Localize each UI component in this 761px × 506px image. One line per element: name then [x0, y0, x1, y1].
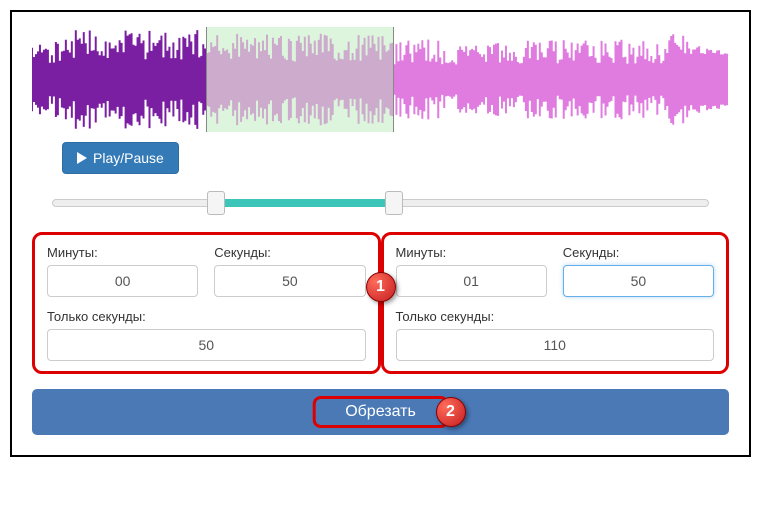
start-seconds-input[interactable] — [214, 265, 365, 297]
end-only-seconds-label: Только секунды: — [396, 309, 715, 324]
slider-handle-end[interactable] — [385, 191, 403, 215]
start-minutes-label: Минуты: — [47, 245, 198, 260]
start-only-seconds-input[interactable] — [47, 329, 366, 361]
annotation-badge-1: 1 — [366, 272, 396, 302]
waveform-selection[interactable] — [206, 27, 394, 132]
end-seconds-input[interactable] — [563, 265, 714, 297]
start-only-seconds-label: Только секунды: — [47, 309, 366, 324]
end-only-seconds-input[interactable] — [396, 329, 715, 361]
slider-range — [216, 199, 393, 207]
end-time-panel: Минуты: Секунды: Только секунды: — [381, 232, 730, 374]
annotation-badge-2: 2 — [436, 397, 466, 427]
play-pause-button[interactable]: Play/Pause — [62, 142, 179, 174]
start-seconds-label: Секунды: — [214, 245, 365, 260]
audio-trimmer: Play/Pause Минуты: Секунды: Только секун… — [10, 10, 751, 457]
play-pause-label: Play/Pause — [93, 150, 164, 166]
cut-button[interactable] — [32, 389, 729, 435]
time-panels: Минуты: Секунды: Только секунды: Минуты: — [32, 232, 729, 374]
end-minutes-label: Минуты: — [396, 245, 547, 260]
waveform-display[interactable] — [32, 27, 729, 132]
end-minutes-input[interactable] — [396, 265, 547, 297]
play-icon — [77, 152, 87, 164]
range-slider[interactable] — [52, 189, 709, 217]
slider-handle-start[interactable] — [207, 191, 225, 215]
cut-button-wrap: Обрезать 2 — [32, 389, 729, 435]
start-minutes-input[interactable] — [47, 265, 198, 297]
end-seconds-label: Секунды: — [563, 245, 714, 260]
start-time-panel: Минуты: Секунды: Только секунды: — [32, 232, 381, 374]
